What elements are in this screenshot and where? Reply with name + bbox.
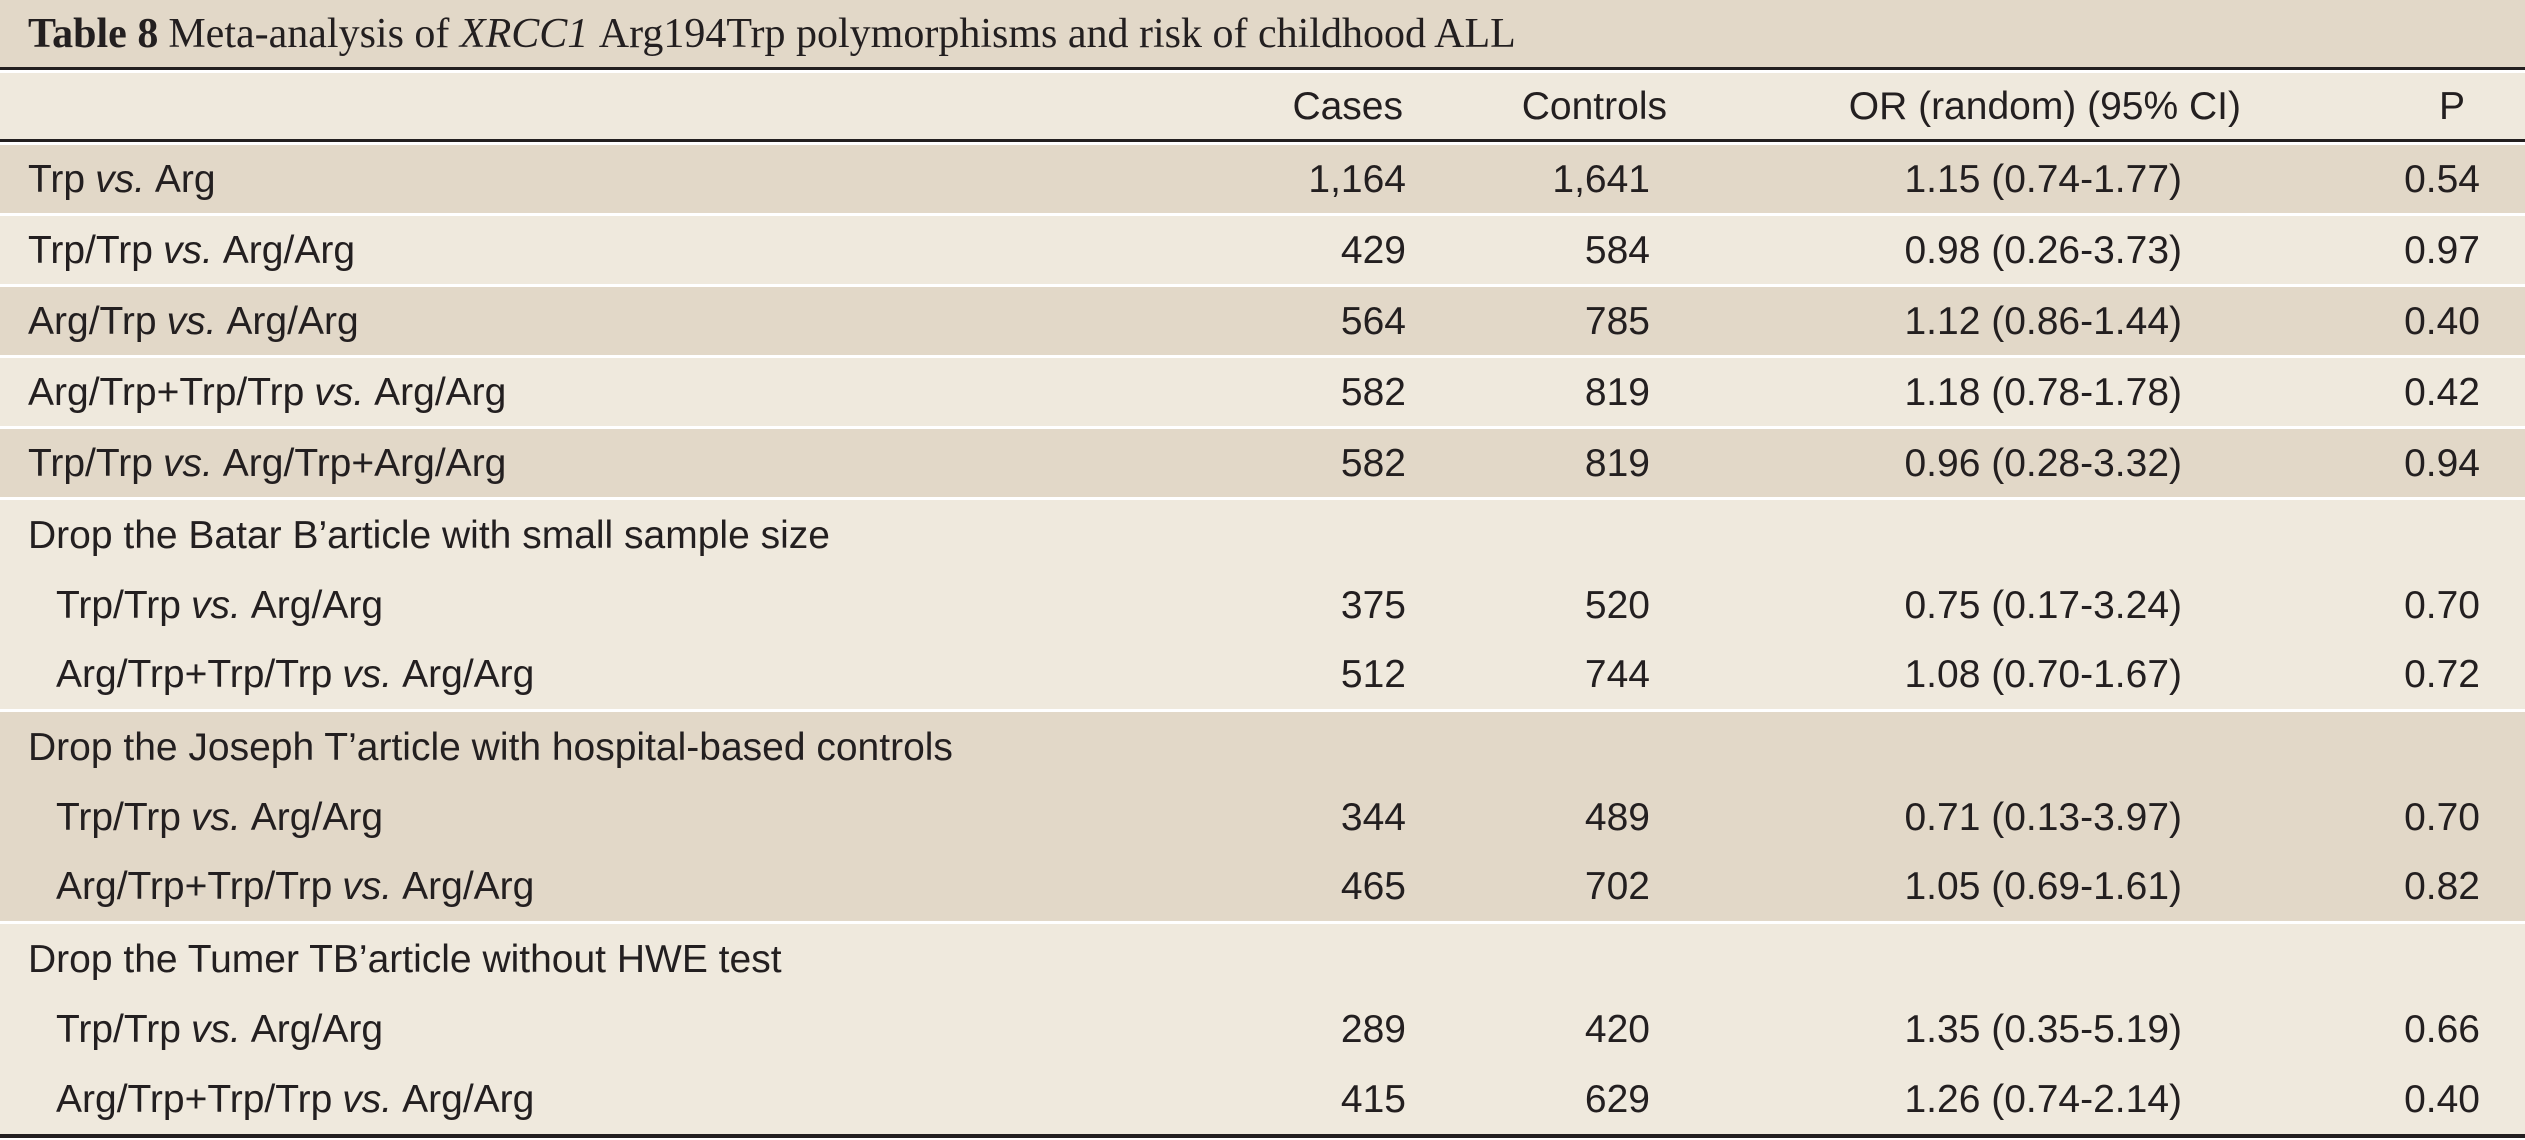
table-row: Trp/Trp vs. Arg/Arg 429 584 0.98 (0.26-3.7… [0,216,2525,284]
cell-p: 0.40 [2404,1077,2480,1121]
caption-pre: Meta-analysis of [168,10,450,57]
header-controls: Controls [1521,84,1667,128]
group-heading: Drop the Joseph T’article with hospital-… [0,712,2525,782]
cell-cases: 512 [1340,653,1406,696]
cell-controls: 584 [1584,228,1650,272]
caption-post: Arg194Trp polymorphisms and risk of chil… [598,10,1516,57]
group-block [0,712,2525,921]
group-heading: Drop the Tumer TB’article without HWE te… [0,924,2525,994]
cell-or: 1.18 (0.78-1.78) [1904,370,2182,414]
bottom-rule [0,1134,2525,1138]
group-heading-text: Drop the Joseph T’article with hospital-… [28,725,953,769]
table-number: Table 8 [28,10,159,57]
table-row: Trp vs. Arg 1,164 1,641 1.15 (0.74-1.77) 0… [0,145,2525,213]
cell-controls: 629 [1584,1077,1650,1121]
group-block [0,500,2525,709]
header-or: OR (random) (95% CI) [1848,84,2241,128]
group-block [0,924,2525,1134]
row-label: Trp/Trp vs. Arg/Arg [56,583,384,627]
cell-cases: 1,164 [1308,157,1406,201]
cell-p: 0.82 [2404,865,2480,908]
table-row: Arg/Trp+Trp/Trp vs. Arg/Arg 512 744 1.08 (… [0,640,2525,709]
cell-controls: 489 [1584,795,1650,839]
cell-or: 0.98 (0.26-3.73) [1904,228,2182,272]
table-row: Arg/Trp vs. Arg/Arg 564 785 1.12 (0.86-1.4… [0,287,2525,355]
cell-p: 0.40 [2404,299,2480,343]
cell-controls: 819 [1584,441,1650,485]
group-heading: Drop the Batar B’article with small samp… [0,500,2525,570]
column-header-row: Cases Controls OR (random) (95% CI) P [0,73,2525,142]
cell-cases: 344 [1340,795,1406,839]
cell-p: 0.70 [2404,583,2480,627]
cell-controls: 420 [1584,1007,1650,1051]
cell-or: 1.35 (0.35-5.19) [1904,1007,2182,1051]
cell-cases: 415 [1340,1077,1406,1121]
table-row: Arg/Trp+Trp/Trp vs. Arg/Arg 415 629 1.26 (… [0,1064,2525,1134]
cell-cases: 564 [1340,299,1406,343]
table-row: Arg/Trp+Trp/Trp vs. Arg/Arg 582 819 1.18 (… [0,358,2525,426]
cell-p: 0.97 [2404,228,2480,272]
cell-cases: 289 [1340,1007,1406,1051]
table-row: Arg/Trp+Trp/Trp vs. Arg/Arg 465 702 1.05 (… [0,852,2525,921]
cell-p: 0.66 [2404,1007,2480,1051]
cell-controls: 1,641 [1552,157,1650,201]
cell-cases: 582 [1340,441,1406,485]
row-label: Arg/Trp+Trp/Trp vs. Arg/Arg [28,370,507,414]
row-label: Arg/Trp+Trp/Trp vs. Arg/Arg [56,865,535,908]
cell-cases: 429 [1340,228,1406,272]
caption-gene: XRCC1 [459,10,589,57]
cell-or: 1.15 (0.74-1.77) [1904,157,2182,201]
cell-p: 0.94 [2404,441,2480,485]
cell-or: 1.08 (0.70-1.67) [1904,653,2182,696]
table-row: Trp/Trp vs. Arg/Arg 289 420 1.35 (0.35-5.1… [0,994,2525,1064]
cell-cases: 465 [1340,865,1406,908]
header-p: P [2438,84,2465,128]
cell-or: 1.12 (0.86-1.44) [1904,299,2182,343]
row-label: Trp vs. Arg [28,157,216,201]
group-heading-text: Drop the Tumer TB’article without HWE te… [28,937,782,981]
table-row: Trp/Trp vs. Arg/Trp+Arg/Arg 582 819 0.96 (… [0,429,2525,497]
cell-p: 0.42 [2404,370,2480,414]
cell-or: 1.05 (0.69-1.61) [1904,865,2182,908]
table-row: Trp/Trp vs. Arg/Arg 344 489 0.71 (0.13-3.9… [0,782,2525,852]
header-cases: Cases [1292,84,1403,128]
table-row: Trp/Trp vs. Arg/Arg 375 520 0.75 (0.17-3.2… [0,570,2525,640]
row-label: Trp/Trp vs. Arg/Arg [56,795,384,839]
cell-or: 0.96 (0.28-3.32) [1904,441,2182,485]
cell-cases: 582 [1340,370,1406,414]
row-label: Arg/Trp+Trp/Trp vs. Arg/Arg [56,653,535,696]
group-heading-text: Drop the Batar B’article with small samp… [28,513,830,557]
cell-or: 0.75 (0.17-3.24) [1904,583,2182,627]
row-label: Arg/Trp+Trp/Trp vs. Arg/Arg [56,1077,535,1121]
table-caption: Table 8 Meta-analysis of XRCC1 Arg194Trp… [0,0,2525,70]
cell-cases: 375 [1340,583,1406,627]
cell-controls: 819 [1584,370,1650,414]
cell-p: 0.72 [2404,653,2480,696]
cell-or: 0.71 (0.13-3.97) [1904,795,2182,839]
cell-controls: 744 [1584,653,1650,696]
row-label: Arg/Trp vs. Arg/Arg [28,299,359,343]
cell-or: 1.26 (0.74-2.14) [1904,1077,2182,1121]
cell-controls: 702 [1584,865,1650,908]
row-label: Trp/Trp vs. Arg/Arg [28,228,356,272]
cell-controls: 520 [1584,583,1650,627]
cell-p: 0.54 [2404,157,2480,201]
cell-p: 0.70 [2404,795,2480,839]
cell-controls: 785 [1584,299,1650,343]
row-label: Trp/Trp vs. Arg/Arg [56,1007,384,1051]
row-label: Trp/Trp vs. Arg/Trp+Arg/Arg [28,441,507,485]
